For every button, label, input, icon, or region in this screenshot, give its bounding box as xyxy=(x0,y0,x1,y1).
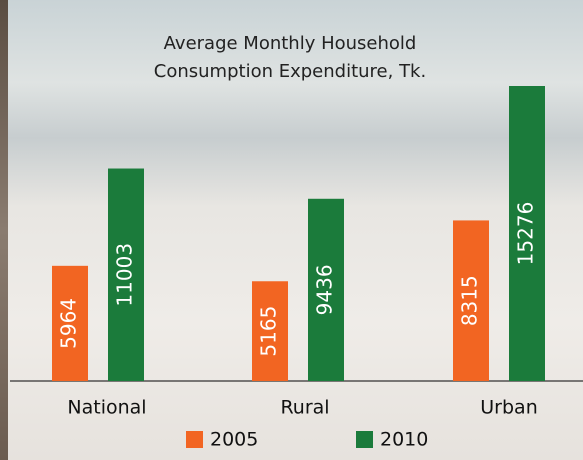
legend-swatch xyxy=(186,431,203,448)
bar xyxy=(252,281,288,381)
x-tick-label: Rural xyxy=(280,397,329,419)
legend-swatch xyxy=(356,431,373,448)
value-label: 15276 xyxy=(514,202,538,266)
legend-label: 2010 xyxy=(380,429,428,451)
value-label: 9436 xyxy=(313,264,337,315)
value-label: 5964 xyxy=(57,298,81,349)
bar xyxy=(509,86,545,381)
value-label: 8315 xyxy=(458,275,482,326)
frame-edge xyxy=(0,0,8,460)
value-label: 11003 xyxy=(113,243,137,307)
legend-label: 2005 xyxy=(210,429,258,451)
x-tick-label: National xyxy=(67,397,146,419)
value-label: 5165 xyxy=(257,306,281,357)
x-tick-label: Urban xyxy=(480,397,537,419)
chart-title: Average Monthly Household Consumption Ex… xyxy=(153,33,427,82)
bar xyxy=(52,265,88,381)
bar xyxy=(308,198,344,381)
bar xyxy=(108,168,144,381)
bar xyxy=(453,220,489,381)
